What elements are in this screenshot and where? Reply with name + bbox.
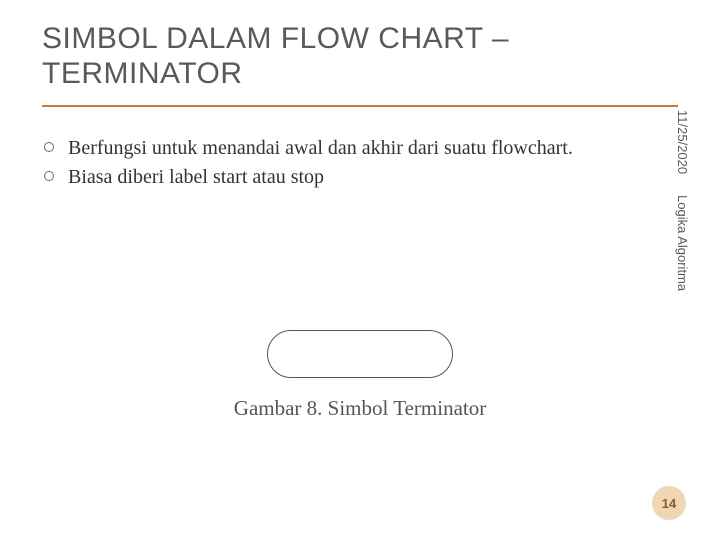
list-item: Berfungsi untuk menandai awal dan akhir … <box>42 135 602 162</box>
slide: SIMBOL DALAM FLOW CHART – TERMINATOR Ber… <box>0 0 720 540</box>
terminator-shape <box>267 330 453 378</box>
list-item-text: Biasa diberi label start atau stop <box>68 166 324 188</box>
bullet-list: Berfungsi untuk menandai awal dan akhir … <box>42 135 602 191</box>
list-item: Biasa diberi label start atau stop <box>42 164 602 191</box>
bullet-icon <box>44 171 54 181</box>
bullet-icon <box>44 142 54 152</box>
page-number-badge: 14 <box>652 486 686 520</box>
sidebar-date: 11/25/2020 <box>675 110 690 174</box>
page-title: SIMBOL DALAM FLOW CHART – TERMINATOR <box>42 22 678 107</box>
content-area: Berfungsi untuk menandai awal dan akhir … <box>42 135 602 191</box>
sidebar-footer: Logika Algoritma <box>675 195 690 291</box>
figure-caption: Gambar 8. Simbol Terminator <box>234 396 486 421</box>
figure-area: Gambar 8. Simbol Terminator <box>0 330 720 421</box>
list-item-text: Berfungsi untuk menandai awal dan akhir … <box>68 137 573 159</box>
